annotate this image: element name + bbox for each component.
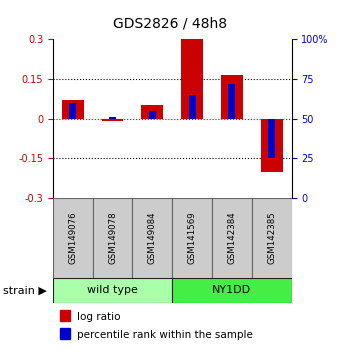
Text: GSM142384: GSM142384 [227,212,236,264]
Bar [149,111,156,119]
Bar [132,198,172,278]
Text: wild type: wild type [87,285,138,295]
Text: GSM149076: GSM149076 [68,212,77,264]
Bar [252,198,292,278]
Bar [93,198,132,278]
Text: GSM141569: GSM141569 [188,212,197,264]
Bar [228,84,235,119]
Bar [172,278,292,303]
Bar [261,119,283,172]
Bar [221,75,243,119]
Text: NY1DD: NY1DD [212,285,251,295]
Bar [212,198,252,278]
Text: GSM142385: GSM142385 [267,212,276,264]
Text: GSM149084: GSM149084 [148,212,157,264]
Bar [189,95,196,119]
Text: GDS2826 / 48h8: GDS2826 / 48h8 [114,16,227,30]
Text: strain ▶: strain ▶ [3,285,47,295]
Bar [53,198,93,278]
Bar [69,103,76,119]
Bar [181,39,203,119]
Text: log ratio: log ratio [77,312,120,322]
Bar [268,119,275,159]
Bar [102,119,123,121]
Text: GSM149078: GSM149078 [108,212,117,264]
Bar [109,117,116,119]
Text: percentile rank within the sample: percentile rank within the sample [77,330,253,339]
Bar [53,278,172,303]
Bar [62,100,84,119]
Bar [142,105,163,119]
Bar [172,198,212,278]
